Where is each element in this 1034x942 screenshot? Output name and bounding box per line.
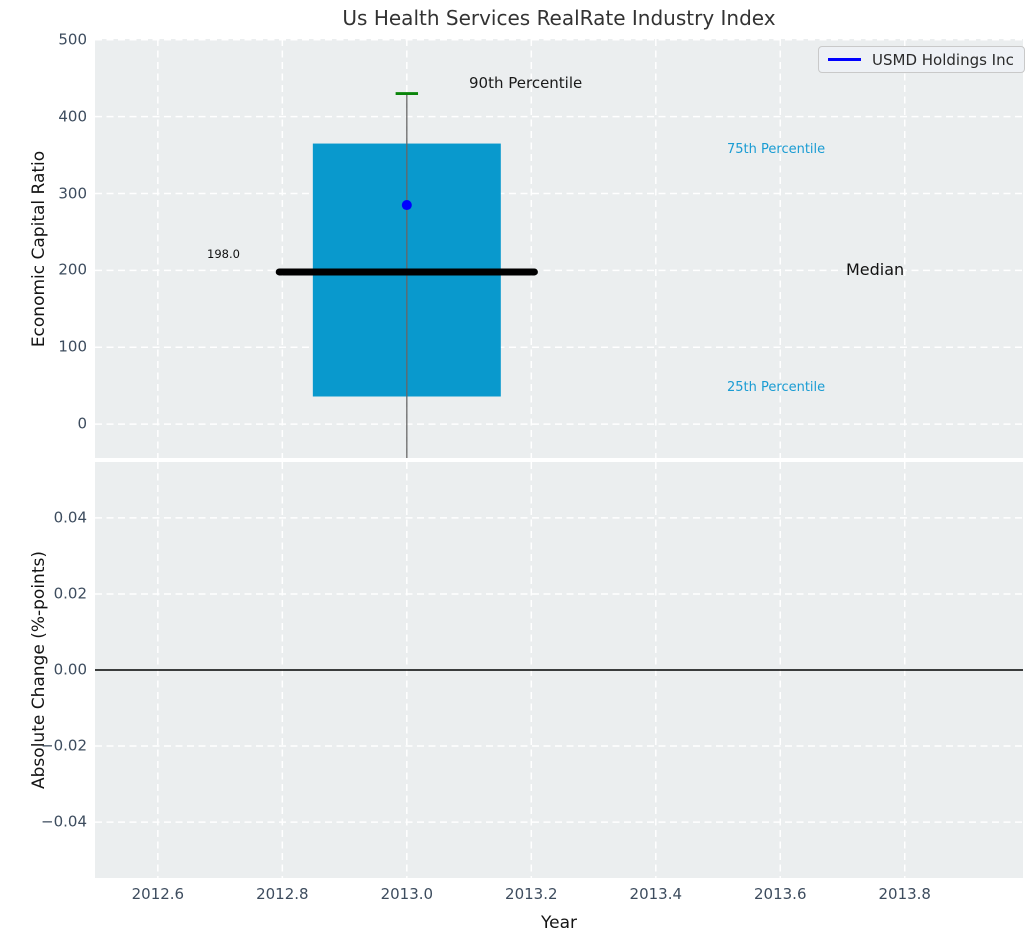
top-y-tick-label: 300 — [58, 184, 87, 203]
top-y-tick-label: 500 — [58, 30, 87, 49]
x-tick-label: 2013.8 — [878, 885, 931, 903]
bottom-y-tick-label: 0.04 — [53, 508, 87, 527]
bottom-axes — [95, 462, 1023, 878]
x-tick-label: 2013.2 — [505, 885, 558, 903]
top-y-tick-label: 200 — [58, 260, 87, 279]
annotation-90th-percentile: 90th Percentile — [469, 74, 583, 92]
x-tick-label: 2013.4 — [629, 885, 683, 903]
company-value-dot — [401, 200, 412, 211]
x-tick-label: 2012.6 — [131, 885, 185, 903]
annotation-25th-percentile: 25th Percentile — [727, 380, 826, 395]
x-tick-label: 2013.0 — [380, 885, 434, 903]
top-y-tick-label: 0 — [77, 414, 87, 433]
top-y-axis-label: Economic Capital Ratio — [29, 150, 49, 348]
x-axis-label: Year — [541, 913, 577, 933]
x-tick-label: 2012.8 — [256, 885, 309, 903]
legend: USMD Holdings Inc — [818, 46, 1025, 73]
bottom-y-tick-label: −0.02 — [41, 736, 87, 755]
annotation-75th-percentile: 75th Percentile — [727, 142, 826, 157]
bottom-y-tick-label: 0.00 — [53, 660, 87, 679]
top-y-tick-label: 100 — [58, 337, 87, 356]
top-y-tick-label: 400 — [58, 107, 87, 126]
legend-label: USMD Holdings Inc — [872, 50, 1014, 69]
annotation-median-value: 198.0 — [207, 247, 240, 261]
x-tick-label: 2013.6 — [754, 885, 807, 903]
legend-line-sample — [828, 58, 861, 61]
top-axes — [95, 39, 1023, 458]
annotation-median: Median — [846, 260, 905, 279]
bottom-y-tick-label: 0.02 — [53, 584, 87, 603]
chart-title: Us Health Services RealRate Industry Ind… — [342, 6, 776, 30]
bottom-y-tick-label: −0.04 — [41, 812, 87, 831]
